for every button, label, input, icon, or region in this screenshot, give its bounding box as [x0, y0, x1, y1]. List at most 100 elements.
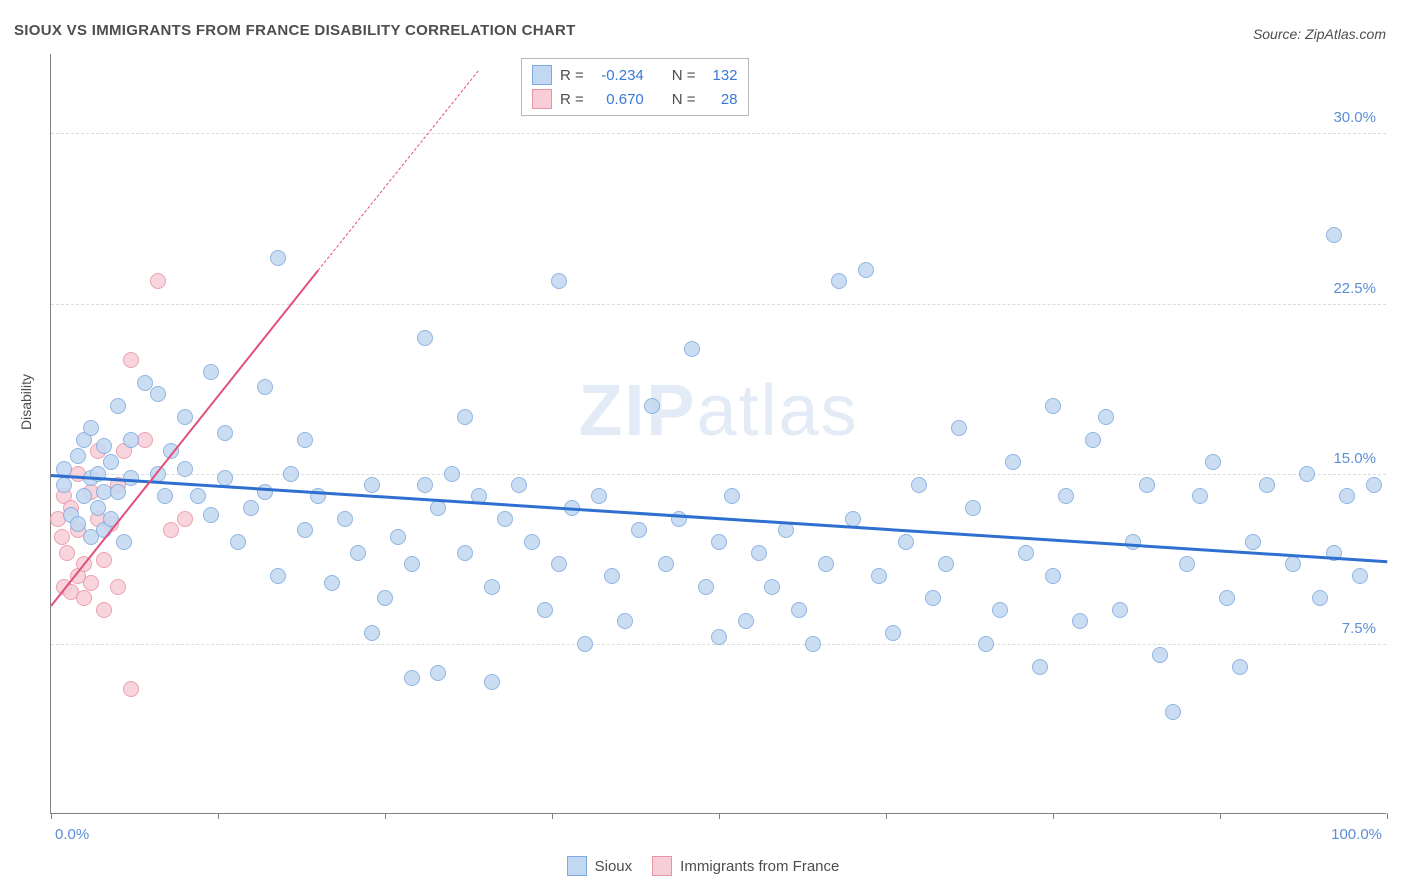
data-point	[1352, 568, 1368, 584]
n-label: N =	[672, 91, 696, 108]
data-point	[190, 488, 206, 504]
data-point	[404, 670, 420, 686]
data-point	[297, 432, 313, 448]
n-label: N =	[672, 67, 696, 84]
data-point	[684, 341, 700, 357]
data-point	[631, 522, 647, 538]
data-point	[217, 425, 233, 441]
data-point	[257, 484, 273, 500]
data-point	[951, 420, 967, 436]
data-point	[658, 556, 674, 572]
data-point	[898, 534, 914, 550]
data-point	[457, 409, 473, 425]
y-tick-label: 30.0%	[1333, 109, 1376, 126]
legend-label: Sioux	[595, 858, 633, 875]
data-point	[1139, 477, 1155, 493]
legend-swatch	[532, 65, 552, 85]
x-tick	[552, 813, 553, 819]
data-point	[177, 511, 193, 527]
data-point	[110, 398, 126, 414]
gridline	[51, 474, 1386, 475]
legend-item: Sioux	[567, 856, 633, 876]
data-point	[871, 568, 887, 584]
data-point	[54, 529, 70, 545]
data-point	[978, 636, 994, 652]
data-point	[137, 375, 153, 391]
data-point	[377, 590, 393, 606]
data-point	[1299, 466, 1315, 482]
data-point	[110, 484, 126, 500]
data-point	[1165, 704, 1181, 720]
data-point	[230, 534, 246, 550]
data-point	[858, 262, 874, 278]
data-point	[1232, 659, 1248, 675]
x-tick	[1220, 813, 1221, 819]
r-label: R =	[560, 67, 584, 84]
data-point	[1179, 556, 1195, 572]
data-point	[337, 511, 353, 527]
data-point	[551, 273, 567, 289]
data-point	[1339, 488, 1355, 504]
data-point	[56, 477, 72, 493]
data-point	[217, 470, 233, 486]
data-point	[698, 579, 714, 595]
data-point	[885, 625, 901, 641]
data-point	[70, 516, 86, 532]
data-point	[76, 590, 92, 606]
data-point	[83, 420, 99, 436]
data-point	[103, 454, 119, 470]
data-point	[123, 681, 139, 697]
data-point	[938, 556, 954, 572]
data-point	[417, 477, 433, 493]
data-point	[511, 477, 527, 493]
data-point	[417, 330, 433, 346]
data-point	[444, 466, 460, 482]
data-point	[831, 273, 847, 289]
x-tick	[886, 813, 887, 819]
source-label: Source: ZipAtlas.com	[1253, 26, 1386, 42]
data-point	[457, 545, 473, 561]
data-point	[404, 556, 420, 572]
x-tick	[1387, 813, 1388, 819]
data-point	[1366, 477, 1382, 493]
stats-row: R =-0.234N =132	[532, 63, 738, 87]
data-point	[778, 522, 794, 538]
data-point	[1285, 556, 1301, 572]
data-point	[430, 500, 446, 516]
legend-swatch	[532, 89, 552, 109]
data-point	[177, 409, 193, 425]
r-value: 0.670	[592, 91, 644, 108]
data-point	[70, 448, 86, 464]
data-point	[96, 438, 112, 454]
y-axis-label: Disability	[18, 374, 34, 430]
data-point	[1312, 590, 1328, 606]
data-point	[297, 522, 313, 538]
watermark-bold: ZIP	[578, 371, 696, 451]
data-point	[96, 552, 112, 568]
data-point	[243, 500, 259, 516]
y-tick-label: 22.5%	[1333, 280, 1376, 297]
data-point	[764, 579, 780, 595]
data-point	[59, 545, 75, 561]
data-point	[364, 625, 380, 641]
data-point	[157, 488, 173, 504]
data-point	[1045, 568, 1061, 584]
data-point	[270, 250, 286, 266]
data-point	[203, 364, 219, 380]
data-point	[123, 352, 139, 368]
x-tick	[1053, 813, 1054, 819]
data-point	[1205, 454, 1221, 470]
data-point	[1192, 488, 1208, 504]
data-point	[96, 602, 112, 618]
data-point	[116, 534, 132, 550]
stats-legend-box: R =-0.234N =132R =0.670N =28	[521, 58, 749, 116]
r-label: R =	[560, 91, 584, 108]
data-point	[497, 511, 513, 527]
data-point	[604, 568, 620, 584]
data-point	[577, 636, 593, 652]
data-point	[992, 602, 1008, 618]
data-point	[1125, 534, 1141, 550]
watermark: ZIPatlas	[578, 370, 858, 452]
data-point	[1018, 545, 1034, 561]
data-point	[177, 461, 193, 477]
